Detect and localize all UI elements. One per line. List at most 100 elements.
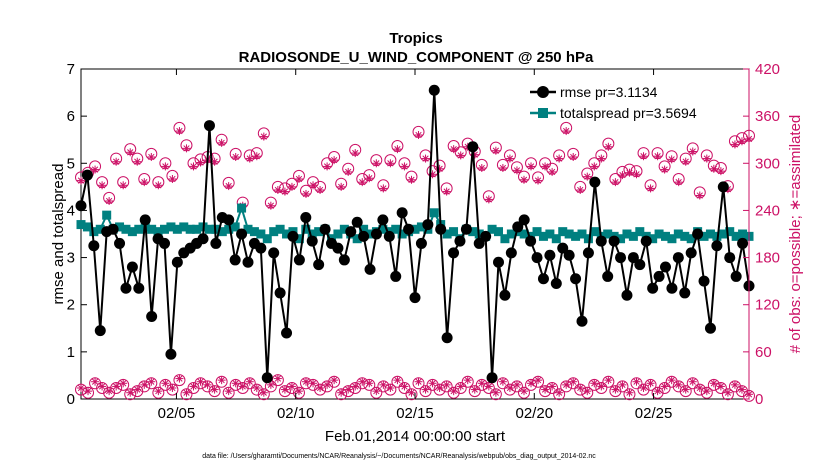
- obs-assimilated-marker: [709, 164, 718, 173]
- obs-assimilated-marker: [323, 380, 332, 389]
- totalspread-point: [699, 231, 709, 241]
- rmse-point: [94, 325, 106, 337]
- rmse-point: [338, 254, 350, 266]
- totalspread-point: [127, 227, 137, 237]
- legend: rmse pr=3.1134 totalspread pr=3.5694: [530, 84, 697, 121]
- rmse-point: [441, 332, 453, 344]
- obs-assimilated-marker: [555, 154, 564, 163]
- obs-assimilated-marker: [252, 152, 261, 161]
- obs-assimilated-marker: [730, 380, 739, 389]
- obs-assimilated-marker: [414, 131, 423, 139]
- totalspread-point: [590, 227, 600, 237]
- rmse-point: [75, 200, 87, 212]
- totalspread-point: [429, 208, 439, 218]
- rmse-point: [126, 261, 138, 273]
- obs-assimilated-marker: [604, 376, 613, 385]
- data-file-footnote: data file: /Users/gharamti/Documents/NCA…: [202, 453, 596, 460]
- obs-assimilated-marker: [695, 384, 704, 392]
- y-right-tick-label: 240: [755, 202, 780, 219]
- obs-assimilated-marker: [161, 162, 170, 171]
- obs-assimilated-marker: [618, 380, 627, 389]
- obs-assimilated-marker: [709, 379, 718, 388]
- totalspread-point: [249, 227, 259, 237]
- obs-assimilated-marker: [534, 376, 543, 385]
- rmse-point: [595, 235, 607, 247]
- totalspread-point: [725, 227, 735, 237]
- totalspread-point: [301, 224, 311, 234]
- rmse-point: [345, 226, 357, 238]
- rmse-series: [75, 84, 755, 384]
- obs-assimilated-marker: [168, 175, 177, 183]
- y-axis-label-left: rmse and totalspread: [50, 164, 67, 305]
- y-right-tick-label: 0: [755, 391, 763, 408]
- x-tick-label: 02/05: [158, 405, 196, 422]
- obs-assimilated-marker: [632, 377, 641, 386]
- totalspread-point: [224, 224, 234, 234]
- rmse-point: [107, 223, 119, 235]
- rmse-point: [268, 247, 280, 259]
- y-left-tick-label: 4: [67, 202, 75, 219]
- totalspread-point: [179, 222, 189, 232]
- rmse-point: [589, 176, 601, 188]
- totalspread-point: [397, 229, 407, 239]
- obs-count-markers: [75, 121, 755, 402]
- totalspread-point: [82, 222, 92, 232]
- obs-assimilated-marker: [477, 379, 486, 388]
- totalspread-point: [654, 229, 664, 239]
- obs-assimilated-marker: [168, 384, 177, 392]
- x-tick-label: 02/20: [516, 405, 554, 422]
- rmse-point: [557, 242, 569, 254]
- obs-assimilated-marker: [653, 152, 662, 161]
- rmse-point: [306, 235, 318, 247]
- totalspread-point: [442, 229, 452, 239]
- obs-assimilated-marker: [421, 154, 430, 163]
- obs-assimilated-marker: [491, 146, 500, 155]
- obs-assimilated-marker: [428, 379, 437, 388]
- obs-assimilated-marker: [126, 148, 135, 157]
- totalspread-point: [705, 229, 715, 239]
- totalspread-point: [667, 234, 677, 244]
- totalspread-point: [204, 224, 214, 234]
- totalspread-point: [532, 227, 542, 237]
- obs-assimilated-marker: [548, 167, 557, 176]
- y-right-tick-label: 300: [755, 155, 780, 172]
- obs-assimilated-marker: [590, 379, 599, 388]
- totalspread-point: [449, 227, 459, 237]
- obs-assimilated-marker: [442, 187, 451, 196]
- totalspread-point: [712, 231, 722, 241]
- obs-assimilated-marker: [477, 164, 486, 172]
- obs-assimilated-marker: [119, 379, 128, 388]
- obs-assimilated-marker: [519, 387, 528, 396]
- obs-assimilated-marker: [259, 388, 268, 397]
- axis-ticks: 0 1 2 3 4 5 6 7 0 60 120 180 240 300 360 420 02/05 02/10 0…: [67, 61, 780, 422]
- obs-assimilated-marker: [147, 377, 156, 386]
- obs-assimilated-marker: [224, 182, 233, 191]
- totalspread-point: [237, 203, 247, 213]
- rmse-point: [505, 247, 517, 259]
- rmse-point: [422, 219, 434, 231]
- rmse-point: [692, 228, 704, 240]
- obs-assimilated-marker: [280, 385, 289, 394]
- y-right-tick-label: 180: [755, 250, 780, 267]
- obs-assimilated-marker: [667, 155, 676, 164]
- obs-assimilated-marker: [702, 154, 711, 163]
- obs-assimilated-marker: [358, 377, 367, 386]
- totalspread-point: [230, 222, 240, 232]
- obs-assimilated-marker: [730, 140, 739, 149]
- obs-assimilated-marker: [646, 184, 655, 193]
- obs-assimilated-marker: [140, 380, 149, 389]
- obs-assimilated-marker: [456, 382, 465, 391]
- rmse-point: [467, 141, 479, 153]
- obs-assimilated-marker: [217, 138, 226, 147]
- totalspread-point: [314, 227, 324, 237]
- rmse-point: [499, 289, 511, 301]
- legend-spread-label: totalspread pr=3.5694: [560, 105, 697, 121]
- obs-assimilated-marker: [112, 157, 121, 166]
- obs-assimilated-marker: [590, 162, 599, 171]
- obs-assimilated-marker: [576, 384, 585, 392]
- totalspread-point: [410, 224, 420, 234]
- rmse-point: [274, 287, 286, 299]
- rmse-point: [537, 273, 549, 285]
- totalspread-point: [95, 224, 105, 234]
- totalspread-point: [262, 234, 272, 244]
